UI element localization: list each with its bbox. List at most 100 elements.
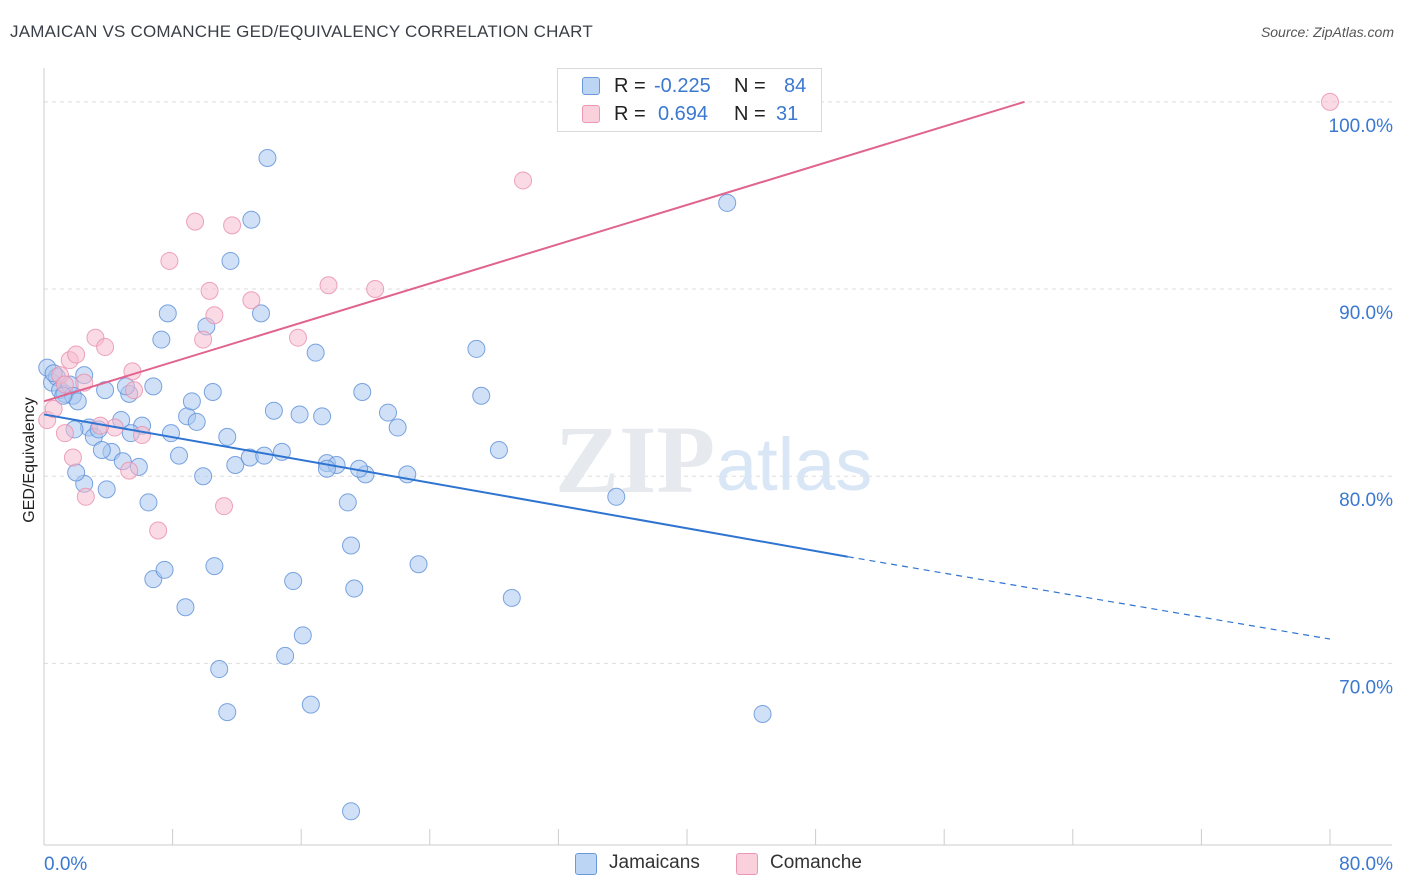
x-tick-label: 0.0% [44,854,87,875]
jamaican-point [67,463,86,482]
jamaican-point [205,557,224,576]
legend-row-jamaicans: R = -0.225 N = 84 [558,73,821,99]
watermark-zip: ZIP [555,406,715,513]
jamaican-point [258,148,277,167]
comanche-point [55,424,74,443]
comanche-point [67,345,86,364]
jamaican-point [139,493,158,512]
jamaicans-swatch [582,77,600,95]
jamaican-point [144,377,163,396]
n-value: 31 [776,103,799,125]
jamaican-point [221,251,240,270]
jamaican-point [342,536,361,555]
jamaican-point [264,401,283,420]
legend-row-comanche: R = 0.694 N = 31 [558,101,821,127]
jamaican-point [155,560,174,579]
n-value: 84 [784,75,807,97]
r-value: 0.694 [658,103,709,125]
jamaican-point [170,446,189,465]
comanche-swatch [582,105,600,123]
jamaican-point [388,418,407,437]
jamaican-point [379,403,398,422]
jamaican-point [152,330,171,349]
jamaican-point [276,646,295,665]
y-tick-label: 70.0% [1339,677,1393,698]
jamaican-point [255,446,274,465]
y-tick-label: 80.0% [1339,490,1393,511]
jamaican-point [226,455,245,474]
trend-layer [43,100,1331,640]
jamaican-point [203,382,222,401]
y-tick-label: 100.0% [1329,116,1394,137]
jamaican-point [301,695,320,714]
jamaican-point [194,467,213,486]
comanche-legend-swatch [736,853,758,875]
jamaican-point [607,487,626,506]
y-axis-title: GED/Equivalency [21,397,38,522]
jamaican-point [187,412,206,431]
comanche-point [133,426,152,445]
jamaican-point [97,480,116,499]
jamaican-point [502,588,521,607]
jamaican-point [158,304,177,323]
series-legend: Jamaicans Comanche [0,851,1406,877]
jamaican-point [345,579,364,598]
comanche-point [125,381,144,400]
jamaican-point [353,382,372,401]
jamaicans-trend-line [43,413,848,558]
label-layer: 70.0% 80.0% 90.0% 100.0% 0.0% 80.0% GED/Equiva… [21,116,1393,875]
jamaican-point [753,704,772,723]
jamaican-point [290,405,309,424]
jamaican-point [467,339,486,358]
comanche-point [242,291,261,310]
jamaicans-trend-extension [847,556,1331,640]
comanche-point [63,448,82,467]
n-label: N = [734,103,766,125]
comanche-point [44,399,63,418]
jamaican-point [718,193,737,212]
source-label: Source: ZipAtlas.com [1260,24,1394,40]
n-label: N = [734,75,766,97]
jamaican-point [342,802,361,821]
jamaican-point [306,343,325,362]
jamaican-point [210,660,229,679]
comanche-point [160,251,179,270]
points-layer [38,92,1339,821]
comanche-point [120,461,139,480]
jamaican-point [472,386,491,405]
legend-label: Jamaicans [609,852,700,873]
comanche-point [514,171,533,190]
comanche-point [123,362,142,381]
x-tick-label: 80.0% [1339,854,1393,875]
legend-label: Comanche [770,852,862,873]
jamaican-point [489,441,508,460]
jamaican-point [293,626,312,645]
jamaican-point [242,210,261,229]
jamaican-point [182,392,201,411]
comanche-point [215,497,234,516]
comanche-trend-line [43,100,1025,403]
jamaican-point [338,493,357,512]
comanche-point [200,281,219,300]
comanche-point [149,521,168,540]
grid-layer [44,101,1392,664]
watermark: ZIP atlas [555,406,872,513]
r-value: -0.225 [654,75,711,97]
watermark-atlas: atlas [716,423,872,506]
chart-title: JAMAICAN VS COMANCHE GED/EQUIVALENCY COR… [10,22,593,41]
jamaican-point [252,304,271,323]
jamaican-point [409,555,428,574]
axis-layer [43,68,1392,846]
y-tick-label: 90.0% [1339,303,1393,324]
jamaican-point [313,407,332,426]
jamaican-point [218,703,237,722]
comanche-point [186,212,205,231]
comanche-point [1321,92,1339,111]
comanche-point [76,487,95,506]
jamaican-point [92,441,111,460]
comanche-point [194,330,213,349]
jamaican-point [284,572,303,591]
jamaican-point [218,427,237,446]
comanche-point [96,338,115,357]
